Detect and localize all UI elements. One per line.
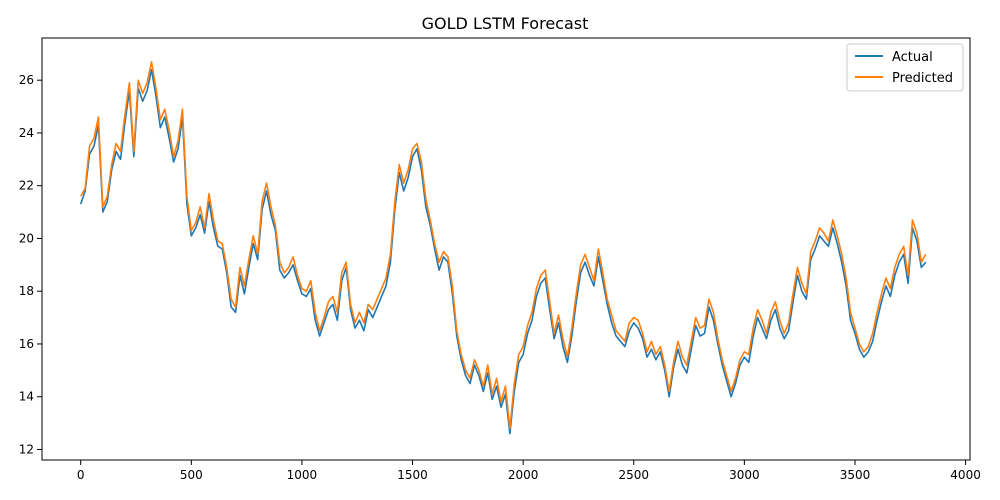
x-tick-label: 1500 [397,468,428,482]
x-tick-label: 1000 [287,468,318,482]
y-axis-ticks: 12 14 16 18 20 22 24 26 [19,73,42,456]
x-tick-label: 3500 [840,468,871,482]
legend-label-predicted: Predicted [892,71,953,86]
y-tick-label: 24 [19,126,34,140]
series-line-predicted [80,60,927,430]
plot-frame [41,37,971,461]
y-tick-label: 14 [19,390,34,404]
x-tick-label: 4000 [950,468,981,482]
series-layer [79,60,927,435]
y-tick-label: 22 [19,179,34,193]
x-tick-label: 3000 [729,468,760,482]
series-line-actual [79,68,927,435]
x-axis-ticks: 0 500 1000 1500 2000 2500 3000 3500 4000 [77,460,981,482]
x-tick-label: 0 [77,468,85,482]
y-tick-label: 12 [19,442,34,456]
y-tick-label: 16 [19,337,34,351]
chart-title: GOLD LSTM Forecast [422,14,589,33]
y-tick-label: 26 [19,73,34,87]
legend: Actual Predicted [846,43,964,92]
y-tick-label: 18 [19,284,34,298]
x-tick-label: 500 [180,468,203,482]
x-tick-label: 2500 [618,468,649,482]
legend-label-actual: Actual [892,50,933,65]
y-tick-label: 20 [19,231,34,245]
x-tick-label: 2000 [508,468,539,482]
